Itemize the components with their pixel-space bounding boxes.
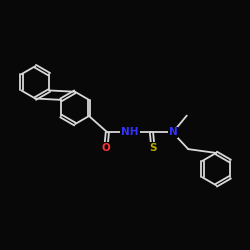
Text: NH: NH: [121, 127, 139, 137]
Text: O: O: [102, 143, 110, 153]
Text: N: N: [168, 127, 177, 137]
Text: S: S: [149, 143, 157, 153]
